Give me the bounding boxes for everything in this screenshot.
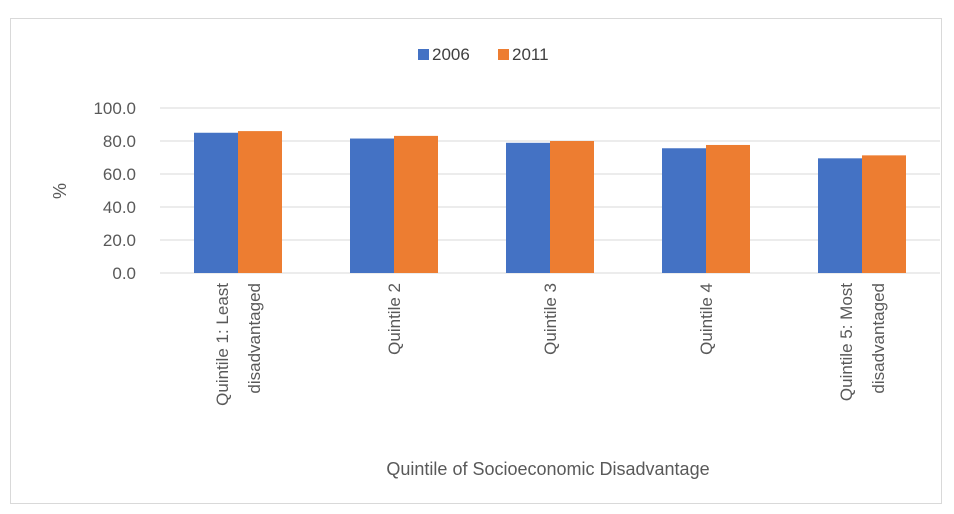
x-tick-label: disadvantaged — [869, 283, 888, 394]
x-tick-label: Quintile 1: Least — [213, 283, 232, 406]
legend-label-2011: 2011 — [512, 45, 549, 64]
y-axis-title: % — [50, 183, 70, 199]
bars — [194, 131, 906, 273]
legend-label-2006: 2006 — [432, 45, 470, 64]
y-axis-ticks: 0.0 20.0 40.0 60.0 80.0 100.0 — [93, 99, 136, 283]
x-tick-label: Quintile 5: Most — [837, 283, 856, 401]
bar-2011-5 — [862, 155, 906, 273]
bar-2006-1 — [194, 132, 238, 273]
y-tick-label: 40.0 — [103, 198, 136, 217]
bar-2006-3 — [506, 142, 550, 273]
legend-swatch-2011 — [498, 49, 509, 60]
x-tick-label: Quintile 4 — [697, 283, 716, 355]
bar-2011-4 — [706, 144, 750, 273]
bar-2006-4 — [662, 148, 706, 273]
legend: 2006 2011 — [418, 45, 549, 64]
y-tick-label: 60.0 — [103, 165, 136, 184]
chart-area — [10, 18, 942, 504]
y-tick-label: 100.0 — [93, 99, 136, 118]
x-tick-label: Quintile 2 — [385, 283, 404, 355]
x-tick-label: disadvantaged — [245, 283, 264, 394]
bar-2011-1 — [238, 131, 282, 273]
x-axis-ticks: Quintile 1: Least disadvantaged Quintile 2… — [213, 283, 888, 406]
bar-2006-5 — [818, 158, 862, 273]
bar-2006-2 — [350, 138, 394, 273]
x-axis-title: Quintile of Socioeconomic Disadvantage — [386, 459, 709, 479]
y-tick-label: 80.0 — [103, 132, 136, 151]
y-tick-label: 0.0 — [112, 264, 136, 283]
y-tick-label: 20.0 — [103, 231, 136, 250]
bar-2011-2 — [394, 135, 438, 273]
legend-swatch-2006 — [418, 49, 429, 60]
x-tick-label: Quintile 3 — [541, 283, 560, 355]
bar-2011-3 — [550, 141, 594, 273]
